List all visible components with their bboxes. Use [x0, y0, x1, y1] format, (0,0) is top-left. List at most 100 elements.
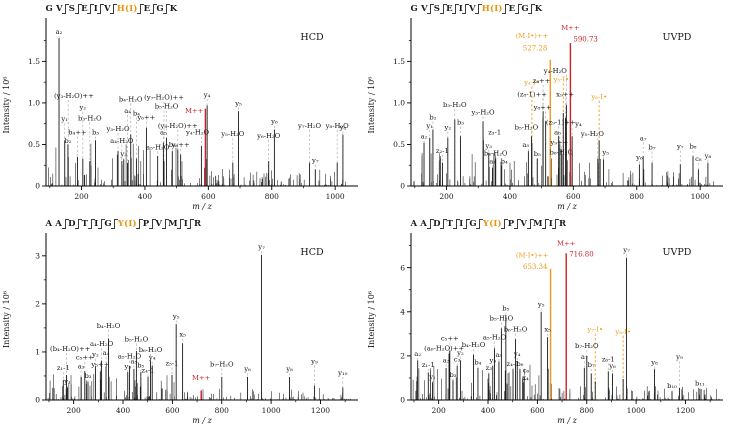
svg-text:y₁₀: y₁₀ — [337, 369, 348, 377]
svg-text:527.28: 527.28 — [523, 45, 548, 53]
cleavage-divider — [528, 4, 536, 14]
svg-text:y₇: y₇ — [257, 243, 265, 251]
svg-text:y₇-I•: y₇-I• — [586, 326, 603, 334]
cleavage-divider — [74, 4, 82, 14]
svg-text:b₅-H₂O: b₅-H₂O — [490, 315, 514, 323]
cleavage-divider — [427, 4, 435, 14]
cleavage-divider — [476, 219, 484, 229]
svg-text:4: 4 — [400, 307, 405, 316]
residue: E — [446, 4, 453, 14]
svg-text:2: 2 — [400, 351, 405, 360]
svg-text:b₃: b₃ — [449, 371, 456, 379]
residue: R — [193, 219, 202, 229]
svg-text:800: 800 — [265, 192, 280, 201]
svg-text:y₂: y₂ — [456, 349, 464, 357]
svg-text:600: 600 — [530, 406, 545, 415]
svg-text:1200: 1200 — [676, 406, 695, 415]
svg-text:b₅: b₅ — [534, 150, 541, 158]
residue: G — [410, 4, 418, 14]
svg-text:400: 400 — [481, 406, 496, 415]
svg-text:200: 200 — [439, 192, 454, 201]
svg-text:y₇: y₇ — [311, 157, 319, 165]
svg-text:400: 400 — [503, 192, 518, 201]
svg-text:y₅-H₂O: y₅-H₂O — [580, 130, 605, 138]
svg-text:1000: 1000 — [262, 406, 281, 415]
svg-text:y₁: y₁ — [428, 373, 436, 381]
svg-text:1000: 1000 — [627, 406, 646, 415]
cleavage-divider — [75, 219, 83, 229]
residue: E — [143, 4, 151, 14]
residue: V — [468, 4, 476, 14]
svg-text:y₄: y₄ — [148, 354, 156, 362]
svg-text:1.5: 1.5 — [28, 57, 40, 66]
cleavage-divider — [136, 219, 144, 229]
svg-text:y₄-H₂O: y₄-H₂O — [543, 67, 568, 75]
residue-modified: Y(I) — [117, 219, 137, 229]
svg-text:b₆-H₂O: b₆-H₂O — [549, 148, 573, 156]
residue: A — [410, 219, 418, 229]
residue: T — [446, 219, 454, 229]
residue: A — [55, 219, 63, 229]
svg-text:(M-I•)++: (M-I•)++ — [516, 252, 549, 260]
svg-text:y₆: y₆ — [608, 362, 616, 370]
spectrum-panel-hcd-aadtigypvmir: A A D T I G Y(I) P V M I R 200 400 600 800 1000 1200 0 1 2 3… — [0, 215, 365, 429]
svg-text:a₇: a₇ — [640, 134, 647, 142]
svg-text:y₄-H₂O: y₄-H₂O — [185, 129, 210, 137]
svg-text:y₃: y₃ — [484, 142, 492, 150]
residue: P — [142, 219, 150, 229]
svg-text:b₇-H₂O: b₇-H₂O — [210, 360, 234, 368]
residue: G — [104, 219, 112, 229]
svg-text:M++: M++ — [192, 374, 210, 382]
svg-text:b₄-H₂O: b₄-H₂O — [484, 149, 508, 157]
svg-text:m / z: m / z — [557, 416, 577, 425]
svg-text:z₄-1: z₄-1 — [507, 360, 520, 368]
svg-text:b₃-H₂O: b₃-H₂O — [443, 101, 467, 109]
svg-text:a₃: a₃ — [78, 362, 85, 370]
peptide-sequence: A A D T I G Y(I) P V M I R — [44, 218, 203, 230]
svg-text:a₇: a₇ — [581, 353, 588, 361]
cleavage-divider — [426, 219, 434, 229]
residue: K — [169, 4, 178, 14]
svg-text:b₆: b₆ — [516, 360, 523, 368]
svg-text:a₅: a₅ — [131, 358, 138, 366]
svg-text:y₈++: y₈++ — [171, 141, 190, 149]
residue: D — [68, 219, 76, 229]
svg-text:y₃: y₃ — [489, 357, 497, 365]
svg-text:b₁₁: b₁₁ — [695, 380, 705, 388]
svg-text:b₄++: b₄++ — [68, 129, 86, 137]
residue-modified: H(I) — [116, 4, 138, 14]
svg-text:y₂: y₂ — [91, 351, 99, 359]
svg-text:(z₉-1)++: (z₉-1)++ — [546, 119, 576, 127]
svg-text:y₈: y₈ — [704, 152, 712, 160]
svg-text:b₄-H₂O: b₄-H₂O — [462, 341, 486, 349]
svg-text:a₅: a₅ — [496, 351, 503, 359]
cleavage-divider — [149, 4, 157, 14]
svg-text:b₈: b₈ — [689, 143, 696, 151]
svg-text:y₁: y₁ — [60, 115, 68, 123]
svg-text:y₄: y₄ — [513, 350, 521, 358]
residue: T — [81, 219, 89, 229]
svg-text:Intensity / 10⁶: Intensity / 10⁶ — [2, 291, 11, 348]
cleavage-divider — [163, 4, 171, 14]
cleavage-divider — [502, 4, 510, 14]
cleavage-divider — [161, 219, 169, 229]
svg-text:b₄: b₄ — [501, 158, 508, 166]
svg-text:1200: 1200 — [311, 406, 330, 415]
svg-text:y₈-I•: y₈-I• — [614, 328, 631, 336]
svg-text:y₁: y₁ — [63, 378, 71, 386]
svg-text:y₅-I•: y₅-I• — [553, 75, 570, 83]
svg-text:b₅: b₅ — [502, 305, 509, 313]
svg-text:3: 3 — [35, 251, 40, 260]
residue: D — [433, 219, 441, 229]
svg-text:(y₃-H₂O)++: (y₃-H₂O)++ — [54, 92, 94, 100]
svg-text:y₃-H₂O: y₃-H₂O — [470, 109, 495, 117]
svg-text:b₁₀: b₁₀ — [667, 382, 677, 390]
svg-text:z₁-1: z₁-1 — [422, 361, 435, 369]
svg-text:0: 0 — [400, 182, 405, 191]
svg-text:y₉++: y₉++ — [549, 139, 568, 147]
svg-text:y₃-H₂O: y₃-H₂O — [105, 125, 130, 133]
svg-text:800: 800 — [215, 406, 230, 415]
svg-text:y₉: y₉ — [675, 353, 683, 361]
svg-text:a₄-H₂O: a₄-H₂O — [110, 137, 134, 145]
svg-text:a₅: a₅ — [522, 141, 529, 149]
